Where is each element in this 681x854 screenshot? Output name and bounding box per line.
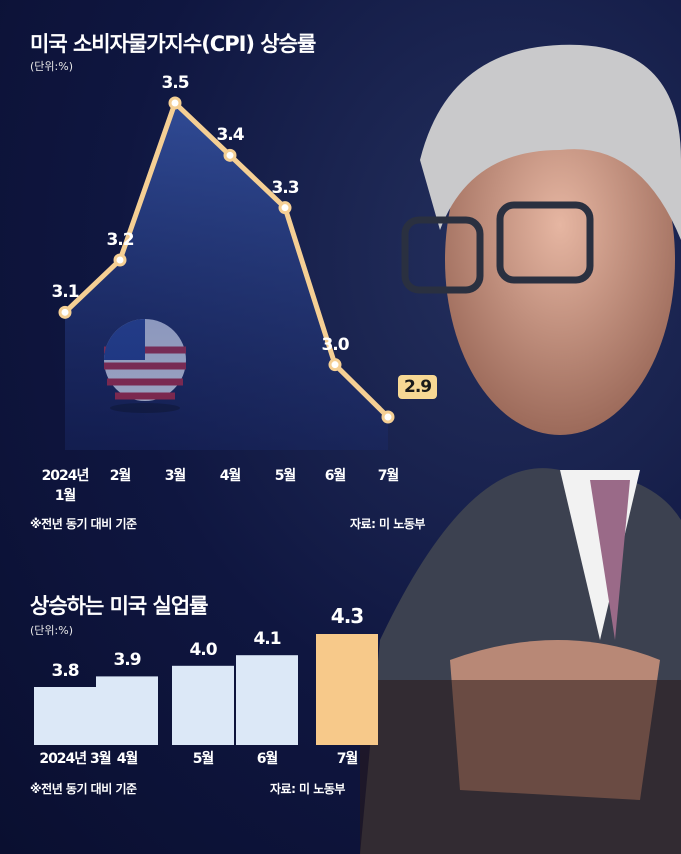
chart-title: 미국 소비자물가지수(CPI) 상승률 bbox=[30, 32, 316, 56]
value-label: 2.9 bbox=[398, 375, 438, 399]
value-label: 3.4 bbox=[216, 125, 244, 146]
x-tick-label: 4월 bbox=[116, 751, 139, 767]
photo-person bbox=[360, 44, 681, 854]
unit-label: (단위:%) bbox=[30, 60, 73, 73]
note: ※전년 동기 대비 기준 bbox=[30, 517, 137, 531]
x-tick-label: 2024년 3월 bbox=[39, 751, 111, 767]
value-label: 4.0 bbox=[189, 639, 217, 660]
x-tick-label: 7월 bbox=[377, 468, 400, 484]
point bbox=[381, 410, 395, 424]
x-tick-label: 2024년 1월 bbox=[41, 468, 90, 504]
value-label: 4.1 bbox=[253, 629, 281, 650]
source: 자료: 미 노동부 bbox=[270, 782, 345, 796]
bar bbox=[96, 676, 158, 745]
chart-title: 상승하는 미국 실업률 bbox=[30, 594, 209, 618]
value-label: 3.1 bbox=[51, 282, 79, 303]
point bbox=[168, 96, 182, 110]
bar bbox=[172, 665, 234, 745]
value-label: 3.2 bbox=[106, 230, 134, 250]
note: ※전년 동기 대비 기준 bbox=[30, 782, 137, 796]
x-tick-label: 6월 bbox=[324, 468, 347, 484]
x-tick-label: 2월 bbox=[109, 468, 132, 484]
value-label: 3.3 bbox=[271, 177, 299, 198]
x-tick-label: 5월 bbox=[192, 751, 215, 767]
value-label: 3.9 bbox=[113, 650, 141, 671]
source: 자료: 미 노동부 bbox=[350, 517, 425, 531]
bar bbox=[236, 655, 298, 745]
x-tick-label: 5월 bbox=[274, 468, 297, 484]
value-label: 3.8 bbox=[51, 661, 79, 681]
point bbox=[278, 201, 292, 215]
point bbox=[58, 305, 72, 319]
x-tick-label: 4월 bbox=[219, 468, 242, 484]
bar bbox=[34, 687, 96, 745]
value-label: 4.3 bbox=[330, 604, 364, 628]
value-label: 3.5 bbox=[161, 73, 189, 93]
unit-label: (단위:%) bbox=[30, 624, 73, 637]
x-tick-label: 3월 bbox=[164, 468, 187, 484]
point bbox=[113, 253, 127, 267]
x-tick-label: 7월 bbox=[336, 751, 359, 767]
point bbox=[328, 358, 342, 372]
value-label: 3.0 bbox=[321, 334, 349, 355]
point bbox=[223, 148, 237, 162]
bar bbox=[316, 634, 378, 745]
x-tick-label: 6월 bbox=[256, 751, 279, 767]
